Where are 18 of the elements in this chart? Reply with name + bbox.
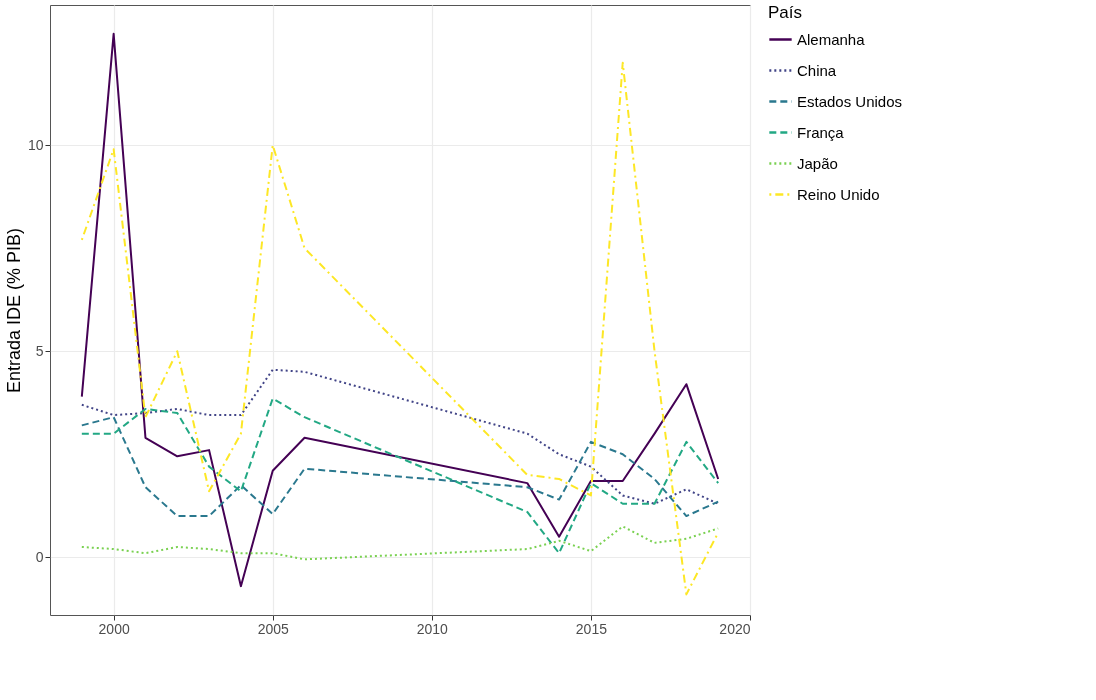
legend-label: Estados Unidos — [797, 92, 903, 110]
line-series — [80, 416, 720, 518]
x-tick-label: 2015 — [575, 620, 608, 637]
y-tick-label: 0 — [35, 548, 44, 565]
x-tick-label: 2005 — [257, 620, 290, 637]
y-axis-title: Entrada IDE (% PIB) — [3, 227, 24, 394]
y-tick-label: 5 — [35, 342, 44, 359]
x-tick-label: 2010 — [416, 620, 449, 637]
legend-title: País — [768, 3, 803, 22]
x-tick-label: 2020 — [719, 620, 751, 637]
line-series — [80, 397, 720, 555]
x-tick-label: 2000 — [98, 620, 130, 637]
legend-label: Japão — [797, 154, 838, 172]
legend-label: Alemanha — [797, 30, 866, 48]
y-tick-label: 10 — [27, 136, 44, 153]
legend-label: Reino Unido — [797, 185, 880, 203]
legend-label: França — [797, 123, 845, 141]
legend-label: China — [797, 61, 837, 79]
